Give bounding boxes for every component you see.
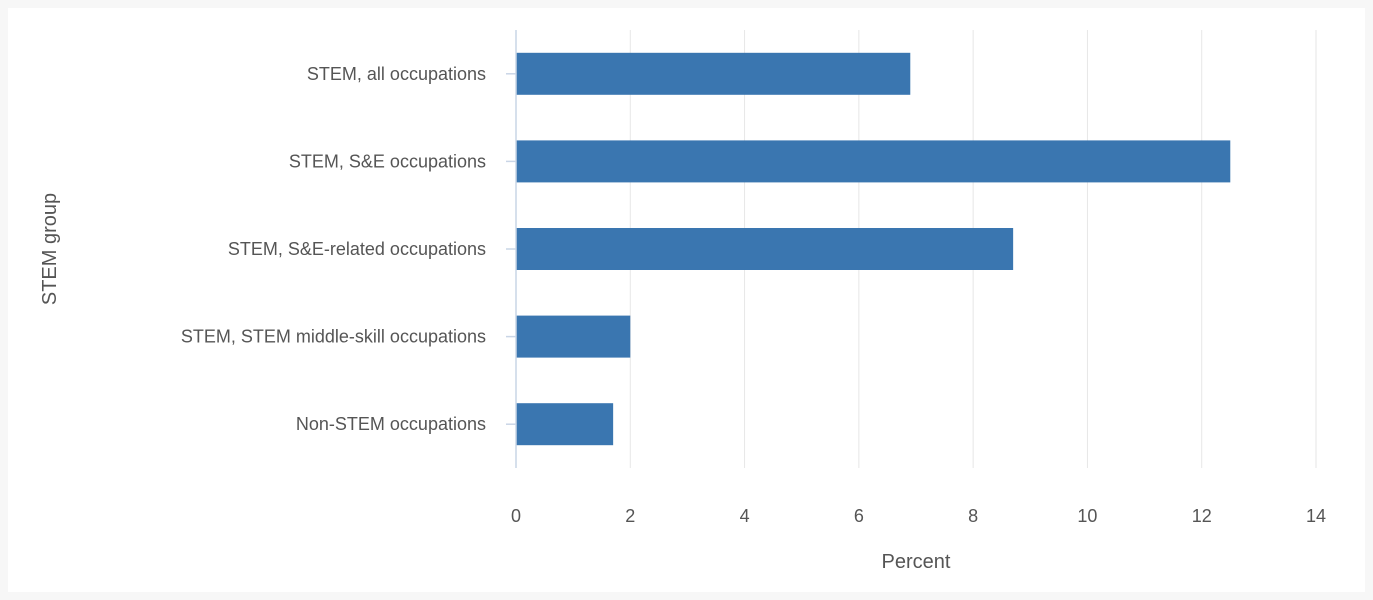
y-tick-label: STEM, S&E-related occupations [228, 239, 486, 259]
y-tick-label: STEM, all occupations [307, 64, 486, 84]
x-axis-title: Percent [882, 551, 951, 573]
x-tick-label: 12 [1192, 506, 1212, 526]
y-tick-label: STEM, S&E occupations [289, 151, 486, 171]
y-axis [506, 30, 517, 468]
y-tick-labels: STEM, all occupations STEM, S&E occupatio… [181, 64, 486, 434]
bars [516, 52, 1231, 446]
chart-panel [8, 8, 1365, 592]
y-tick-label: Non-STEM occupations [296, 414, 486, 434]
x-tick-label: 14 [1306, 506, 1326, 526]
x-tick-label: 0 [511, 506, 521, 526]
x-tick-label: 6 [854, 506, 864, 526]
x-tick-label: 2 [625, 506, 635, 526]
bar[interactable] [516, 140, 1231, 183]
y-axis-title: STEM group [39, 193, 61, 305]
bar[interactable] [516, 228, 1014, 270]
bar[interactable] [516, 52, 911, 95]
bar[interactable] [516, 315, 631, 358]
x-tick-label: 4 [740, 506, 750, 526]
x-tick-labels: 0 2 4 6 8 10 12 14 [511, 506, 1326, 526]
bar[interactable] [516, 403, 614, 446]
y-tick-label: STEM, STEM middle-skill occupations [181, 327, 486, 347]
x-tick-label: 10 [1077, 506, 1097, 526]
x-tick-label: 8 [968, 506, 978, 526]
